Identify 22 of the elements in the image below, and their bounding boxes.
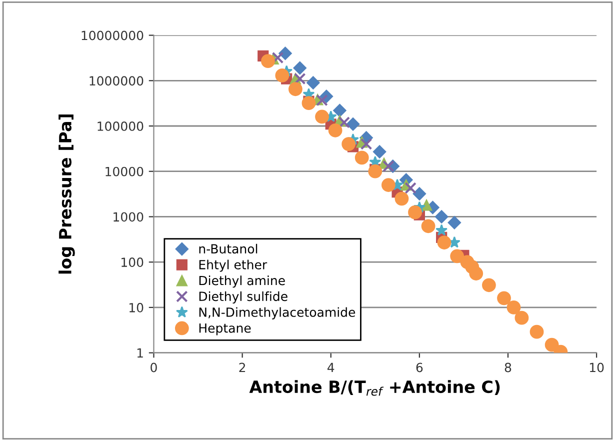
y-tick-label: 10000 [106,166,144,176]
y-axis-title: log Pressure [Pa] [58,114,75,274]
y-tick-label: 1 [137,348,143,358]
legend-label: n-Butanol [199,244,258,254]
legend-label: Diethyl sulfide [199,291,288,304]
x-tick-label: 4 [328,362,334,372]
x-tick-label: 10 [590,362,604,372]
y-tick-label: 10000000 [82,30,144,40]
legend-label: Heptane [199,323,251,336]
x-tick-label: 0 [150,362,157,372]
x-axis-title: Antoine B/(T$_{ref}$ +Antoine C) [249,380,500,396]
x-tick-label: 8 [504,362,512,372]
y-tick-label: 100 [122,258,144,268]
x-tick-label: 6 [416,362,423,372]
y-tick-label: 1000000 [90,76,144,86]
y-tick-label: 10 [129,302,144,312]
y-tick-label: 100000 [98,121,144,131]
legend-label: N,N-Dimethylacetoamide [199,307,356,320]
y-tick-label: 1000 [114,212,144,222]
legend-label: Diethyl amine [199,276,285,288]
x-tick-label: 2 [239,362,246,372]
legend-label: Ehtyl ether [199,260,268,272]
